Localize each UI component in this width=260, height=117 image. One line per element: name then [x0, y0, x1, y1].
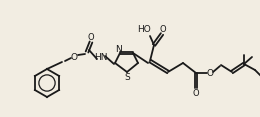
Text: O: O: [88, 33, 94, 42]
Text: HO: HO: [137, 26, 151, 35]
Text: HN: HN: [94, 53, 108, 62]
Text: N: N: [116, 44, 122, 53]
Text: O: O: [70, 53, 77, 62]
Text: O: O: [193, 88, 199, 97]
Text: O: O: [160, 26, 166, 35]
Text: S: S: [124, 73, 130, 82]
Text: O: O: [206, 68, 213, 77]
